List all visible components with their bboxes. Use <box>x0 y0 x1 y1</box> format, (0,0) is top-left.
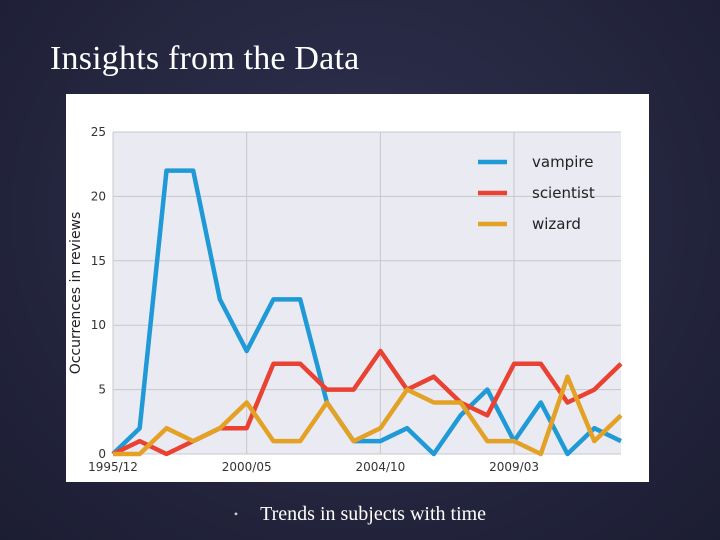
slide-title: Insights from the Data <box>50 40 360 77</box>
x-tick-label: 2000/05 <box>222 460 272 474</box>
y-tick-label: 20 <box>91 189 106 203</box>
series-line-wizard <box>113 374 623 457</box>
legend-label-vampire: vampire <box>532 153 593 171</box>
legend-label-wizard: wizard <box>532 215 581 233</box>
y-tick-label: 15 <box>91 254 106 268</box>
x-tick-label: 2009/03 <box>489 460 539 474</box>
x-tick-label: 2004/10 <box>355 460 405 474</box>
y-tick-label: 25 <box>91 125 106 139</box>
bullet-dot: • <box>233 507 239 521</box>
series-line-vampire <box>111 168 622 457</box>
chart-panel: 0 5 10 15 20 25 1995/12 2000/05 2004/10 2009/03 … <box>66 94 649 482</box>
y-tick-label: 0 <box>98 447 106 461</box>
bullet-item: • Trends in subjects with time <box>0 503 720 526</box>
y-axis-label: Occurrences in reviews <box>68 212 84 375</box>
legend: vampire scientist wizard <box>478 153 595 233</box>
y-tick-label: 10 <box>91 318 106 332</box>
x-tick-label: 1995/12 <box>88 460 138 474</box>
y-tick-label: 5 <box>98 383 106 397</box>
legend-label-scientist: scientist <box>532 184 595 202</box>
bullet-text: Trends in subjects with time <box>260 503 487 525</box>
